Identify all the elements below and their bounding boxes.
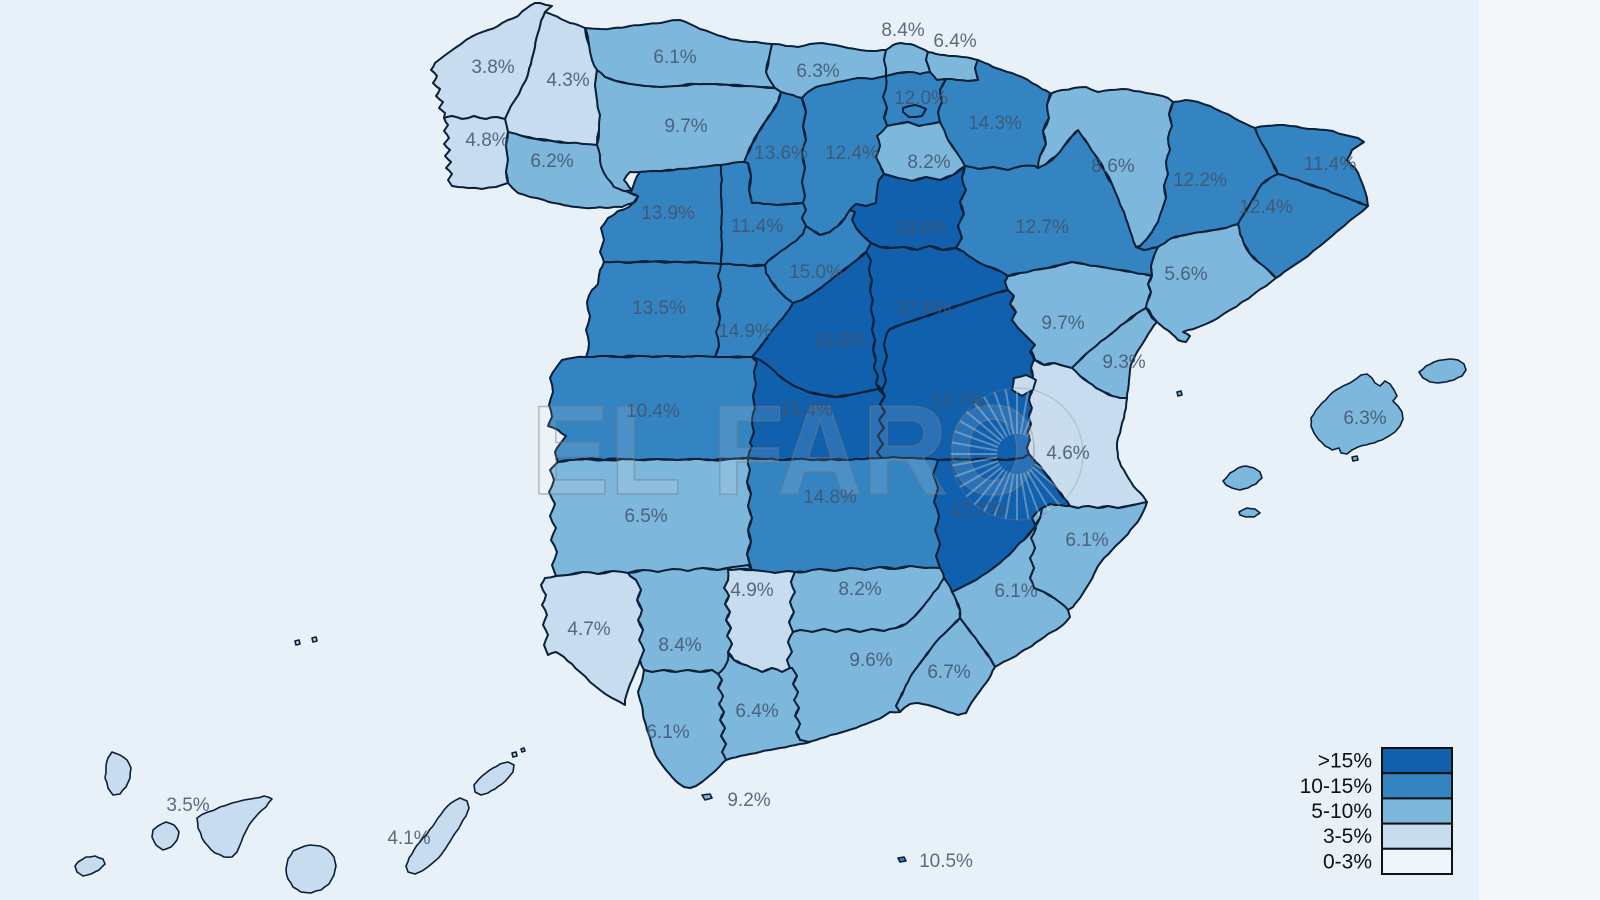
- svg-text:9.7%: 9.7%: [664, 116, 707, 137]
- svg-text:14.3%: 14.3%: [968, 113, 1022, 134]
- svg-text:13.6%: 13.6%: [754, 143, 808, 164]
- svg-text:11.4%: 11.4%: [1304, 154, 1357, 175]
- svg-text:17.1%: 17.1%: [950, 499, 1004, 520]
- svg-text:0-3%: 0-3%: [1323, 850, 1372, 873]
- svg-text:6.1%: 6.1%: [1065, 530, 1108, 551]
- svg-text:4.3%: 4.3%: [546, 70, 589, 91]
- svg-text:9.3%: 9.3%: [1102, 352, 1145, 373]
- svg-text:8.6%: 8.6%: [1091, 156, 1134, 177]
- svg-text:14.8%: 14.8%: [803, 487, 857, 508]
- svg-text:14.9%: 14.9%: [718, 321, 772, 342]
- svg-text:8.4%: 8.4%: [881, 20, 924, 41]
- svg-text:6.5%: 6.5%: [624, 506, 667, 527]
- svg-text:15.0%: 15.0%: [789, 262, 843, 283]
- svg-text:10-15%: 10-15%: [1300, 775, 1372, 798]
- svg-text:5.6%: 5.6%: [1164, 264, 1207, 285]
- svg-text:4.7%: 4.7%: [567, 619, 610, 640]
- svg-text:12.7%: 12.7%: [1015, 217, 1069, 238]
- svg-text:13.5%: 13.5%: [632, 298, 686, 319]
- svg-text:10.5%: 10.5%: [919, 851, 973, 872]
- svg-text:4.1%: 4.1%: [387, 828, 430, 849]
- svg-text:9.2%: 9.2%: [727, 790, 770, 811]
- svg-text:5-10%: 5-10%: [1311, 800, 1372, 823]
- svg-text:17.0%: 17.0%: [897, 298, 951, 319]
- svg-text:4.6%: 4.6%: [1046, 443, 1089, 464]
- svg-text:3.8%: 3.8%: [471, 57, 514, 78]
- svg-text:12.2%: 12.2%: [1173, 170, 1227, 191]
- svg-text:EL FARO: EL FARO: [531, 379, 1039, 521]
- svg-text:9.6%: 9.6%: [849, 650, 892, 671]
- svg-text:6.1%: 6.1%: [994, 581, 1037, 602]
- svg-text:12.0%: 12.0%: [894, 88, 948, 109]
- svg-text:6.2%: 6.2%: [530, 151, 573, 172]
- svg-text:6.3%: 6.3%: [1343, 408, 1386, 429]
- svg-text:9.7%: 9.7%: [1041, 313, 1084, 334]
- svg-text:8.2%: 8.2%: [907, 152, 950, 173]
- svg-text:8.2%: 8.2%: [838, 579, 881, 600]
- svg-text:6.1%: 6.1%: [653, 47, 696, 68]
- svg-text:4.9%: 4.9%: [730, 580, 773, 601]
- svg-text:6.4%: 6.4%: [933, 31, 976, 52]
- svg-text:8.4%: 8.4%: [658, 635, 701, 656]
- svg-text:6.7%: 6.7%: [927, 662, 970, 683]
- svg-text:6.4%: 6.4%: [735, 701, 778, 722]
- svg-text:12.4%: 12.4%: [1239, 197, 1293, 218]
- svg-text:3.5%: 3.5%: [166, 795, 209, 816]
- svg-text:4.8%: 4.8%: [465, 130, 508, 151]
- svg-text:3-5%: 3-5%: [1323, 825, 1372, 848]
- svg-text:6.1%: 6.1%: [646, 722, 689, 743]
- svg-text:18.6%: 18.6%: [813, 331, 867, 352]
- svg-text:11.4%: 11.4%: [731, 216, 784, 237]
- svg-text:15.4%: 15.4%: [779, 400, 833, 421]
- svg-text:18.6%: 18.6%: [894, 218, 948, 239]
- svg-text:12.4%: 12.4%: [825, 143, 879, 164]
- svg-text:13.9%: 13.9%: [641, 203, 695, 224]
- svg-text:18.7%: 18.7%: [931, 391, 985, 412]
- svg-text:6.3%: 6.3%: [796, 61, 839, 82]
- svg-text:10.4%: 10.4%: [626, 401, 680, 422]
- svg-text:>15%: >15%: [1318, 750, 1372, 773]
